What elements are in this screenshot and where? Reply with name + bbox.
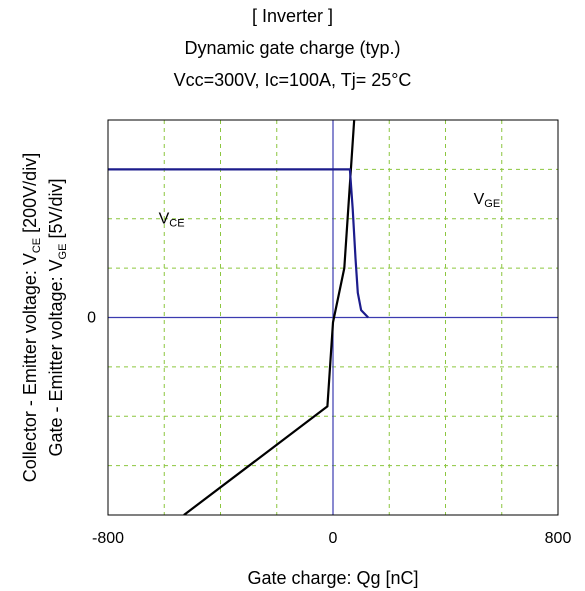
plot-frame	[107, 119, 559, 516]
chart-title-line-3: Vcc=300V, Ic=100A, Tj= 25°C	[173, 70, 412, 90]
y-tick-label: 0	[87, 310, 96, 327]
series-line-vce	[108, 168, 369, 319]
y-axis-label-1: Collector - Emitter voltage: VCE [200V/d…	[20, 153, 43, 482]
chart-title-line-1: [ Inverter ]	[251, 6, 334, 26]
x-axis-label: Gate charge: Qg [nC]	[247, 568, 418, 588]
series-label-vge: VGE	[474, 191, 501, 210]
x-tick-label: 0	[329, 530, 338, 547]
y-axis-labels: Collector - Emitter voltage: VCE [200V/d…	[20, 153, 69, 482]
tick-labels: -800 0 800 0	[87, 310, 571, 548]
y-axis-label-2: Gate - Emitter voltage: VGE [5V/div]	[46, 178, 69, 456]
series-labels: VGE VCE	[159, 191, 501, 230]
series-line-vge	[183, 120, 356, 515]
x-tick-label: -800	[92, 530, 124, 547]
chart-title-line-2: Dynamic gate charge (typ.)	[184, 38, 401, 58]
series-group	[108, 120, 369, 515]
series-label-vce: VCE	[159, 211, 185, 230]
x-tick-label: 800	[545, 530, 572, 547]
